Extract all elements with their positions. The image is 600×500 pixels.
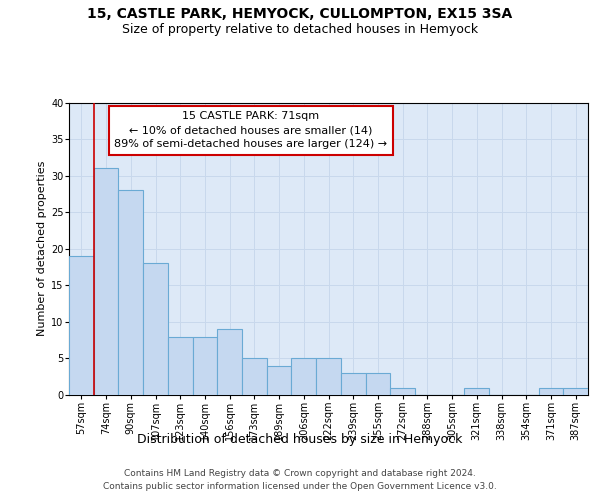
Bar xyxy=(464,388,489,395)
Bar xyxy=(365,373,390,395)
Bar xyxy=(242,358,267,395)
Bar xyxy=(143,264,168,395)
Bar xyxy=(217,329,242,395)
Text: Distribution of detached houses by size in Hemyock: Distribution of detached houses by size … xyxy=(137,432,463,446)
Text: Size of property relative to detached houses in Hemyock: Size of property relative to detached ho… xyxy=(122,22,478,36)
Text: Contains public sector information licensed under the Open Government Licence v3: Contains public sector information licen… xyxy=(103,482,497,491)
Bar xyxy=(341,373,365,395)
Bar xyxy=(118,190,143,395)
Text: Contains HM Land Registry data © Crown copyright and database right 2024.: Contains HM Land Registry data © Crown c… xyxy=(124,468,476,477)
Text: 15 CASTLE PARK: 71sqm
← 10% of detached houses are smaller (14)
89% of semi-deta: 15 CASTLE PARK: 71sqm ← 10% of detached … xyxy=(114,112,387,150)
Bar xyxy=(267,366,292,395)
Bar xyxy=(94,168,118,395)
Bar xyxy=(168,336,193,395)
Bar xyxy=(390,388,415,395)
Bar xyxy=(563,388,588,395)
Bar xyxy=(316,358,341,395)
Bar xyxy=(292,358,316,395)
Text: 15, CASTLE PARK, HEMYOCK, CULLOMPTON, EX15 3SA: 15, CASTLE PARK, HEMYOCK, CULLOMPTON, EX… xyxy=(88,8,512,22)
Bar xyxy=(193,336,217,395)
Y-axis label: Number of detached properties: Number of detached properties xyxy=(37,161,47,336)
Bar xyxy=(539,388,563,395)
Bar xyxy=(69,256,94,395)
